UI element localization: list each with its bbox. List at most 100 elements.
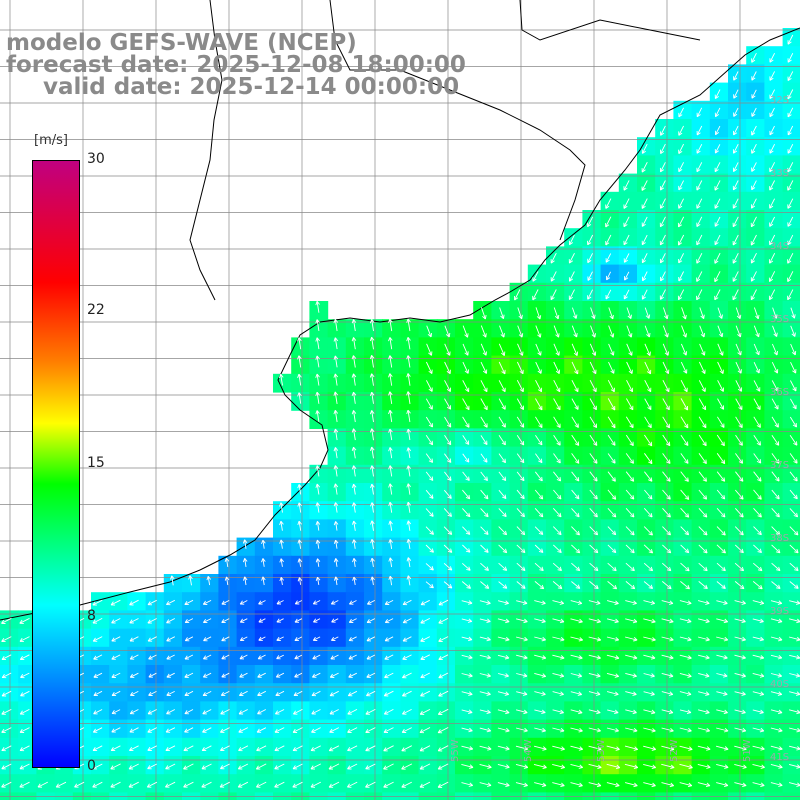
- wind-arrow: [734, 544, 744, 554]
- wind-arrow: [735, 325, 742, 338]
- wind-arrow: [659, 216, 666, 228]
- lon-label: 51W: [742, 739, 753, 762]
- wind-arrow: [753, 416, 761, 428]
- wind-arrow: [787, 271, 794, 282]
- wind-speed-field: [0, 28, 800, 800]
- wind-arrow: [365, 708, 376, 715]
- wind-arrow: [462, 435, 470, 445]
- wind-arrow: [333, 373, 339, 386]
- wind-arrow: [333, 391, 339, 404]
- wind-arrow: [461, 727, 473, 733]
- wind-arrow: [1, 654, 12, 661]
- wind-arrow: [517, 325, 524, 338]
- wind-arrow: [789, 453, 798, 464]
- wind-arrow: [735, 307, 742, 320]
- wind-arrow: [479, 654, 491, 660]
- wind-arrow: [297, 577, 303, 585]
- wind-arrow: [643, 507, 653, 518]
- wind-arrow: [419, 745, 431, 752]
- wind-arrow: [553, 325, 560, 338]
- wind-arrow: [479, 673, 491, 678]
- wind-arrow: [352, 576, 357, 585]
- title-forecast-date: forecast date: 2025-12-08 18:00:00: [6, 52, 466, 78]
- wind-arrow: [515, 782, 528, 788]
- wind-arrow: [696, 162, 703, 173]
- wind-arrow: [261, 539, 266, 549]
- wind-arrow: [608, 307, 614, 320]
- wind-arrow: [734, 654, 746, 660]
- wind-arrow: [129, 727, 139, 733]
- wind-arrow: [643, 526, 653, 536]
- wind-arrow: [643, 654, 656, 660]
- wind-arrow: [443, 526, 453, 535]
- wind-arrow: [534, 782, 547, 788]
- wind-arrow: [184, 727, 194, 733]
- wind-arrow: [516, 471, 525, 482]
- wind-arrow: [644, 416, 652, 429]
- wind-arrow: [659, 162, 666, 173]
- wind-arrow: [351, 502, 357, 513]
- wind-arrow: [535, 435, 543, 446]
- wind-arrow: [716, 562, 726, 572]
- wind-arrow: [606, 727, 619, 733]
- wind-arrow: [534, 526, 544, 535]
- wind-arrow: [347, 727, 358, 733]
- wind-arrow: [662, 489, 671, 500]
- wind-arrow: [388, 409, 393, 423]
- wind-arrow: [293, 708, 303, 715]
- wind-arrow: [644, 453, 653, 465]
- wind-arrow: [552, 672, 565, 678]
- wind-arrow: [366, 690, 376, 697]
- wind-arrow: [624, 782, 638, 788]
- wind-arrow: [641, 271, 648, 282]
- wind-arrow: [237, 781, 249, 788]
- wind-arrow: [184, 654, 194, 660]
- wind-arrow: [515, 654, 528, 660]
- wind-arrow: [550, 289, 557, 301]
- wind-arrow: [312, 672, 321, 678]
- wind-arrow: [679, 763, 693, 770]
- wind-arrow: [590, 307, 596, 320]
- wind-arrow: [770, 782, 783, 787]
- wind-arrow: [534, 544, 544, 553]
- wind-arrow: [256, 727, 267, 733]
- wind-arrow: [588, 600, 601, 605]
- wind-arrow: [444, 416, 452, 428]
- wind-arrow: [479, 727, 492, 733]
- wind-arrow: [698, 562, 708, 572]
- wind-arrow: [479, 782, 492, 787]
- wind-arrow: [571, 562, 581, 572]
- wind-arrow: [406, 539, 412, 549]
- wind-arrow: [677, 216, 685, 228]
- wind-arrow: [661, 618, 674, 624]
- wind-arrow: [279, 502, 284, 513]
- wind-arrow: [388, 483, 393, 495]
- wind-arrow: [388, 318, 393, 332]
- wind-arrow: [420, 672, 431, 679]
- wind-arrow: [643, 618, 656, 624]
- wind-arrow: [147, 745, 158, 751]
- wind-arrow: [624, 636, 638, 642]
- wind-arrow: [752, 636, 764, 642]
- wind-arrow: [147, 599, 157, 606]
- wind-arrow: [532, 271, 539, 282]
- wind-arrow: [443, 562, 453, 571]
- wind-arrow: [315, 465, 320, 477]
- wind-arrow: [534, 691, 546, 696]
- wind-arrow: [444, 398, 452, 410]
- wind-arrow: [644, 343, 651, 356]
- wind-arrow: [716, 434, 725, 447]
- wind-arrow: [534, 654, 547, 660]
- wind-arrow: [771, 562, 781, 572]
- wind-arrow: [643, 636, 656, 642]
- wind-arrow: [406, 501, 411, 513]
- wind-arrow: [750, 252, 757, 264]
- wind-arrow: [169, 575, 175, 586]
- wind-arrow: [351, 446, 357, 459]
- wind-arrow: [626, 325, 633, 338]
- wind-arrow: [461, 636, 473, 642]
- wind-arrow: [570, 618, 583, 624]
- wind-arrow: [497, 691, 510, 696]
- wind-arrow: [480, 361, 488, 374]
- wind-arrow: [771, 434, 780, 446]
